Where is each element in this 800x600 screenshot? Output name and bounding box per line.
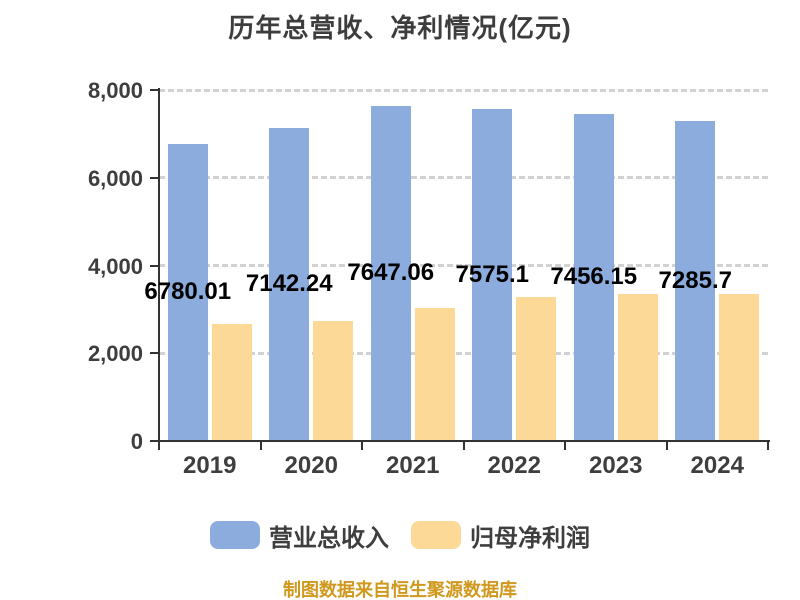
revenue-value-label-2019: 6780.01 xyxy=(144,278,232,306)
net-profit-legend-label: 归母净利润 xyxy=(470,524,590,552)
source-caption: 制图数据来自恒生聚源数据库 xyxy=(283,580,517,600)
x-axis-tick-2 xyxy=(361,442,363,450)
revenue-bar-2021 xyxy=(370,105,411,441)
net-profit-bar-2021 xyxy=(414,308,455,441)
y-axis-label-6000: 6,000 xyxy=(87,165,143,191)
plot-area: 6780.01 7142.24 7647.06 7575.1 7456.15 7285.7 xyxy=(144,88,768,441)
revenue-bar-2022 xyxy=(472,108,513,441)
revenue-value-label-2023: 7456.15 xyxy=(550,263,638,291)
net-profit-bar-2019 xyxy=(211,323,252,441)
gridline-4000 xyxy=(159,264,768,267)
y-axis-line xyxy=(158,88,160,442)
x-axis-line xyxy=(157,440,770,442)
x-axis-label-2021: 2021 xyxy=(386,452,440,479)
x-axis-tick-4 xyxy=(564,442,566,450)
revenue-value-label-2021: 7647.06 xyxy=(347,259,435,287)
x-axis-label-2024: 2024 xyxy=(690,452,744,479)
x-axis-label-2019: 2019 xyxy=(183,452,237,479)
x-axis-tick-5 xyxy=(665,442,668,450)
y-axis-tick-8000 xyxy=(150,89,158,91)
y-axis-label-2000: 2,000 xyxy=(87,341,143,367)
legend-item-revenue: 营业总收入 xyxy=(210,518,389,553)
revenue-bar-2024 xyxy=(675,121,716,441)
net-profit-bar-2022 xyxy=(516,296,557,441)
x-axis-label-2020: 2020 xyxy=(284,452,338,479)
y-axis-tick-4000 xyxy=(150,264,158,267)
revenue-bar-2020 xyxy=(269,127,310,441)
net-profit-bar-2023 xyxy=(617,294,658,441)
revenue-bar-2023 xyxy=(573,113,614,441)
net-profit-bar-2020 xyxy=(313,321,354,441)
legend-item-net-profit: 归母净利润 xyxy=(411,518,590,553)
x-axis-tick-6 xyxy=(767,442,769,450)
gridline-2000 xyxy=(159,351,768,355)
x-axis-label-2022: 2022 xyxy=(487,452,541,479)
y-axis-label-8000: 8,000 xyxy=(87,78,143,103)
revenue-bar-2019 xyxy=(167,143,208,441)
gridline-8000 xyxy=(159,88,768,92)
gridline-6000 xyxy=(159,176,768,180)
net-profit-bar-2024 xyxy=(719,293,760,441)
revenue-value-label-2020: 7142.24 xyxy=(245,270,333,298)
x-axis-tick-3 xyxy=(462,442,465,450)
revenue-value-label-2024: 7285.7 xyxy=(658,267,732,295)
chart-title: 历年总营收、净利情况(亿元) xyxy=(228,13,572,43)
revenue-swatch xyxy=(210,521,260,549)
y-axis-tick-0 xyxy=(150,440,158,442)
x-axis-tick-1 xyxy=(259,442,262,450)
y-axis-tick-6000 xyxy=(150,176,158,179)
y-axis-tick-2000 xyxy=(150,352,158,355)
y-axis-label-0: 0 xyxy=(130,429,143,454)
x-axis-label-2023: 2023 xyxy=(589,452,643,479)
revenue-legend-label: 营业总收入 xyxy=(269,524,389,552)
legend: 营业总收入 归母净利润 xyxy=(0,518,800,552)
x-axis-tick-0 xyxy=(158,442,160,450)
net-profit-swatch xyxy=(411,521,461,549)
y-axis-label-4000: 4,000 xyxy=(87,253,143,279)
revenue-value-label-2022: 7575.1 xyxy=(455,260,529,288)
